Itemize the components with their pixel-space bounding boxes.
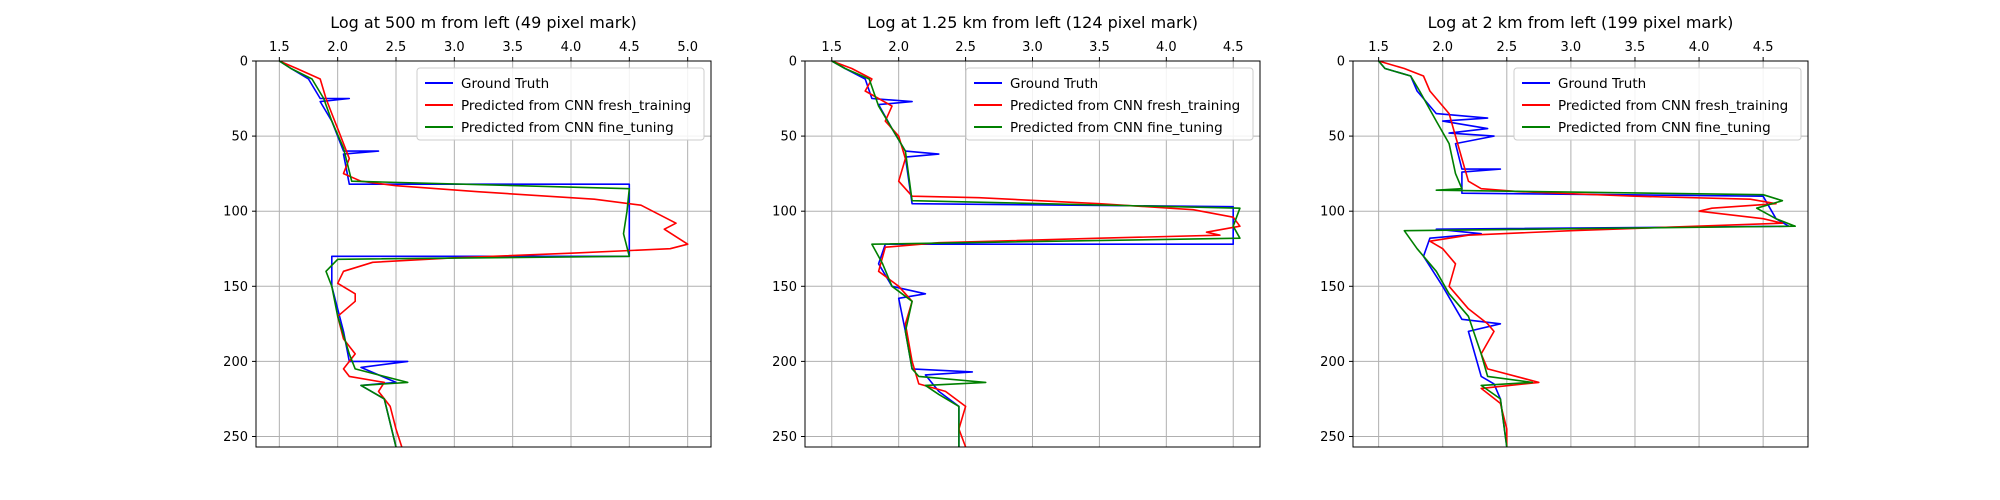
y-tick-label: 0 xyxy=(789,55,797,70)
legend-box xyxy=(1513,67,1802,141)
series-line-fine-tuning xyxy=(831,60,1241,447)
y-tick-label: 200 xyxy=(223,355,248,370)
y-tick-label: 50 xyxy=(1328,130,1345,145)
x-tick-label: 3.5 xyxy=(1625,40,1646,55)
x-tick-label: 3.5 xyxy=(1089,40,1110,55)
legend-label: Predicted from CNN fresh_training xyxy=(1558,98,1788,114)
legend-label: Ground Truth xyxy=(1558,76,1646,92)
y-tick-label: 150 xyxy=(772,280,797,295)
x-tick-label: 2.5 xyxy=(386,40,407,55)
legend-box xyxy=(416,67,705,141)
y-tick-label: 250 xyxy=(1320,430,1345,445)
series-line-ground-truth xyxy=(278,60,631,448)
y-tick-label: 250 xyxy=(772,430,797,445)
series-line-fine-tuning xyxy=(278,60,631,448)
series-line-fresh-training xyxy=(278,60,689,448)
x-tick-label: 3.0 xyxy=(1022,40,1043,55)
legend: Ground Truth Predicted from CNN fresh_tra… xyxy=(1513,67,1802,141)
y-tick-label: 100 xyxy=(772,205,797,220)
chart-title: Log at 1.25 km from left (124 pixel mark… xyxy=(867,13,1198,32)
legend-label: Predicted from CNN fine_tuning xyxy=(461,120,674,136)
x-tick-label: 2.5 xyxy=(955,40,976,55)
y-tick-label: 0 xyxy=(1337,55,1345,70)
chart-panel-1: 1.5 2.0 2.5 3.0 3.5 4.0 4.5 5.0 0 50 100 150 200 250 L… xyxy=(223,13,712,448)
y-tick-label: 200 xyxy=(772,355,797,370)
x-tick-label: 2.0 xyxy=(1432,40,1453,55)
x-tick-label: 2.5 xyxy=(1496,40,1517,55)
x-tick-label: 3.0 xyxy=(1561,40,1582,55)
x-tick-label: 4.5 xyxy=(619,40,640,55)
series-line-ground-truth xyxy=(1377,60,1790,448)
chart-title: Log at 2 km from left (199 pixel mark) xyxy=(1428,13,1734,32)
x-tick-label: 2.0 xyxy=(888,40,909,55)
y-tick-label: 0 xyxy=(240,55,248,70)
legend-label: Ground Truth xyxy=(1010,76,1098,92)
y-tick-label: 200 xyxy=(1320,355,1345,370)
x-tick-label: 3.5 xyxy=(502,40,523,55)
chart-panel-2: 1.5 2.0 2.5 3.0 3.5 4.0 4.5 0 50 100 150 200 250 Log … xyxy=(772,13,1261,448)
legend-label: Predicted from CNN fresh_training xyxy=(461,98,691,114)
x-tick-label: 4.5 xyxy=(1223,40,1244,55)
legend-label: Ground Truth xyxy=(461,76,549,92)
series-line-ground-truth xyxy=(831,60,1234,447)
x-tick-label: 1.5 xyxy=(269,40,290,55)
x-tick-label: 2.0 xyxy=(327,40,348,55)
plot-frame xyxy=(1352,60,1809,448)
x-tick-label: 5.0 xyxy=(677,40,698,55)
y-tick-label: 250 xyxy=(223,430,248,445)
legend-label: Predicted from CNN fine_tuning xyxy=(1010,120,1223,136)
panels: 1.5 2.0 2.5 3.0 3.5 4.0 4.5 5.0 0 50 100 150 200 250 L… xyxy=(223,13,1809,448)
chart-panel-3: 1.5 2.0 2.5 3.0 3.5 4.0 4.5 0 50 100 150 200 250 Log … xyxy=(1320,13,1809,448)
legend: Ground Truth Predicted from CNN fresh_tra… xyxy=(416,67,705,141)
plot-frame xyxy=(255,60,712,448)
y-tick-label: 100 xyxy=(223,205,248,220)
legend: Ground Truth Predicted from CNN fresh_tra… xyxy=(965,67,1254,141)
series-line-fine-tuning xyxy=(1377,60,1796,448)
y-tick-label: 50 xyxy=(780,130,797,145)
y-tick-label: 100 xyxy=(1320,205,1345,220)
series-line-fresh-training xyxy=(1378,60,1784,447)
x-tick-label: 4.0 xyxy=(1156,40,1177,55)
x-tick-label: 1.5 xyxy=(821,40,842,55)
x-tick-label: 4.0 xyxy=(561,40,582,55)
x-tick-label: 4.5 xyxy=(1753,40,1774,55)
y-tick-label: 150 xyxy=(223,280,248,295)
legend-label: Predicted from CNN fine_tuning xyxy=(1558,120,1771,136)
legend-label: Predicted from CNN fresh_training xyxy=(1010,98,1240,114)
legend-box xyxy=(965,67,1254,141)
y-tick-label: 150 xyxy=(1320,280,1345,295)
x-tick-label: 1.5 xyxy=(1368,40,1389,55)
y-tick-label: 50 xyxy=(231,130,248,145)
chart-title: Log at 500 m from left (49 pixel mark) xyxy=(330,13,637,32)
x-tick-label: 4.0 xyxy=(1689,40,1710,55)
x-tick-label: 3.0 xyxy=(444,40,465,55)
